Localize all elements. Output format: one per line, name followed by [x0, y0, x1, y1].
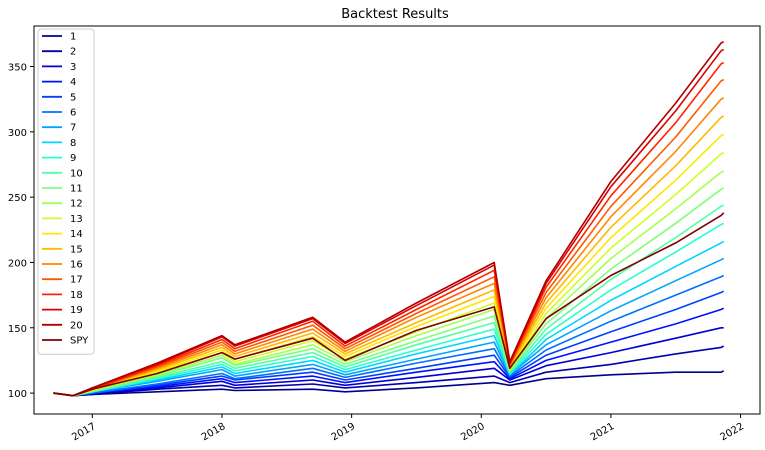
y-tick-label: 100	[8, 389, 27, 400]
series-line-12	[53, 170, 725, 397]
series-line-18	[53, 61, 725, 397]
legend-label-7: 7	[70, 123, 76, 134]
x-tick-label: 2021	[589, 421, 617, 443]
x-tick-label: 2022	[719, 421, 747, 443]
legend-label-12: 12	[70, 199, 83, 210]
x-tick-label: 2019	[330, 421, 358, 443]
series-lines	[53, 40, 725, 397]
legend-label-8: 8	[70, 138, 76, 149]
x-tick-label: 2018	[200, 421, 228, 443]
series-line-20	[53, 40, 725, 397]
legend-label-9: 9	[70, 153, 76, 164]
legend-label-6: 6	[70, 108, 76, 119]
y-axis: 100 150 200 250 300 350	[8, 62, 34, 400]
plot-frame	[34, 26, 760, 414]
x-tick-label: 2020	[459, 421, 487, 443]
x-tick-label: 2017	[70, 421, 98, 443]
x-axis: 2017 2018 2019 2020 2021 2022	[70, 414, 746, 443]
y-tick-label: 200	[8, 258, 27, 269]
legend-label-17: 17	[70, 275, 83, 286]
legend-label-1: 1	[70, 32, 76, 43]
legend-label-2: 2	[70, 47, 76, 58]
legend-label-3: 3	[70, 62, 76, 73]
y-tick-label: 250	[8, 193, 27, 204]
series-line-1	[53, 370, 725, 397]
chart-title: Backtest Results	[341, 7, 449, 22]
legend-label-19: 19	[70, 305, 83, 316]
y-tick-label: 350	[8, 62, 27, 73]
legend-label-18: 18	[70, 290, 83, 301]
legend-label-20: 20	[70, 320, 83, 331]
legend-label-4: 4	[70, 77, 76, 88]
y-tick-label: 300	[8, 128, 27, 139]
legend-label-13: 13	[70, 214, 83, 225]
plot-border	[33, 25, 761, 415]
legend-label-11: 11	[70, 184, 83, 195]
legend-label-5: 5	[70, 92, 76, 103]
legend-label-15: 15	[70, 244, 83, 255]
legend-label-16: 16	[70, 260, 83, 271]
series-line-6	[53, 274, 725, 397]
legend-box	[37, 28, 95, 355]
legend-label-14: 14	[70, 229, 83, 240]
legend-label-10: 10	[70, 168, 83, 179]
series-line-SPY	[53, 212, 725, 397]
series-line-2	[53, 345, 725, 397]
y-tick-label: 150	[8, 324, 27, 335]
legend-label-SPY: SPY	[70, 336, 89, 347]
